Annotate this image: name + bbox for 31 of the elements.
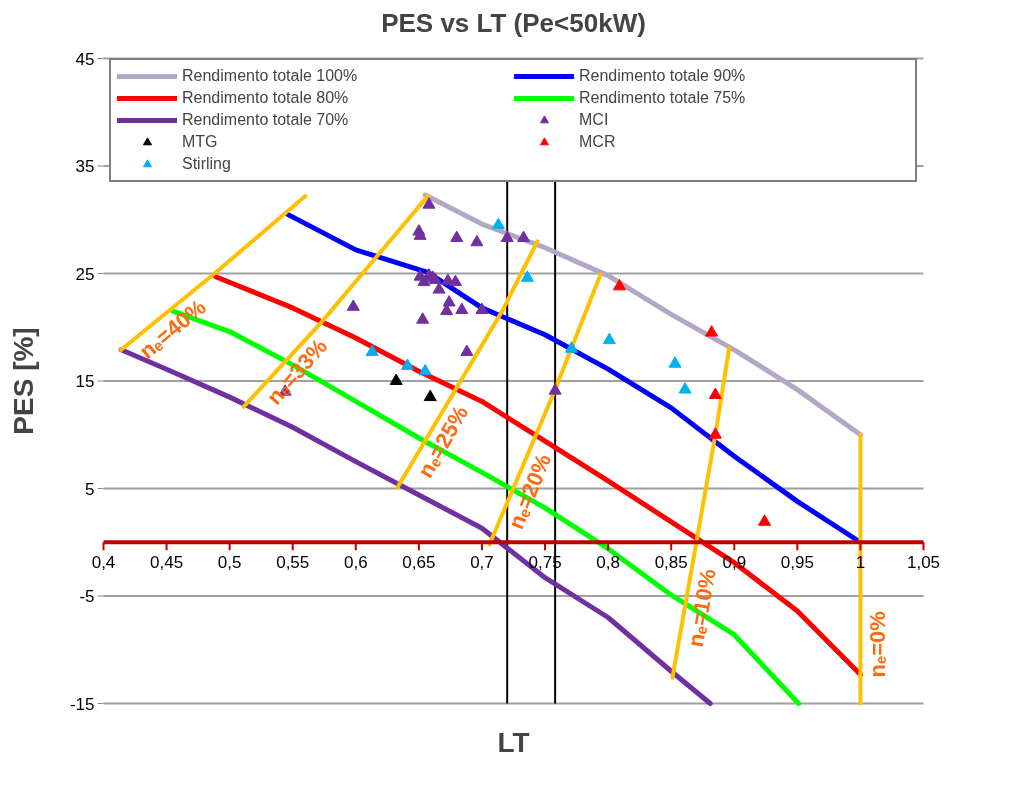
legend-label: MCI: [579, 111, 610, 129]
legend-label: Rendimento totale 75%: [579, 89, 747, 107]
annotation: nₑ=0%: [864, 611, 890, 678]
legend-label: MTG: [182, 133, 219, 151]
legend-label: MCR: [579, 133, 617, 151]
legend-label: Rendimento totale 90%: [579, 67, 747, 85]
legend-label: Stirling: [182, 155, 232, 173]
y-axis-title: PES [%]: [7, 327, 39, 435]
y-tick-label: 5: [85, 479, 95, 499]
x-tick-label: 0,5: [217, 553, 242, 573]
x-tick-label: 1,05: [906, 553, 941, 573]
legend-label: Rendimento totale 100%: [182, 67, 359, 85]
y-tick-label: 25: [75, 264, 95, 284]
x-tick-label: 1: [855, 553, 866, 573]
x-axis-title: LT: [497, 726, 530, 758]
x-tick-label: 0,6: [343, 553, 368, 573]
chart-title: PES vs LT (Pe<50kW): [381, 7, 646, 38]
x-tick-label: 0,45: [150, 553, 184, 573]
legend-label: Rendimento totale 80%: [182, 89, 350, 107]
x-tick-label: 0,7: [470, 553, 494, 573]
y-tick-label: 15: [75, 372, 95, 391]
y-tick-label: 35: [75, 157, 95, 176]
y-tick-label: -5: [79, 587, 95, 606]
x-tick-label: 0,4: [91, 553, 116, 573]
x-tick-label: 0,55: [276, 553, 310, 573]
y-tick-label: -15: [69, 694, 95, 714]
x-tick-label: 0,95: [780, 553, 814, 573]
x-tick-label: 0,8: [596, 553, 620, 573]
x-tick-label: 0,65: [402, 553, 436, 573]
y-tick-label: 45: [75, 49, 95, 69]
legend-label: Rendimento totale 70%: [182, 111, 350, 129]
